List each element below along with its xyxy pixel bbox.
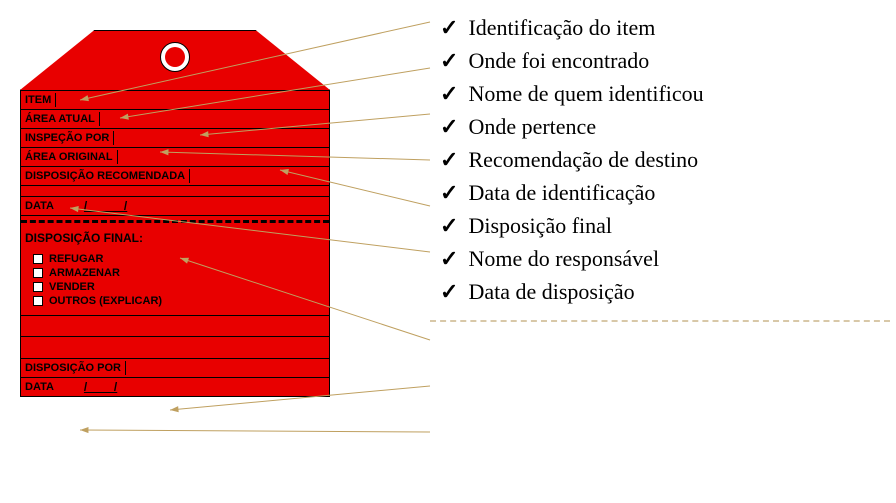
- check-icon: ✓: [440, 81, 458, 107]
- callout-onde-pertence: ✓ Onde pertence: [440, 114, 890, 140]
- callout-recomendacao-destino: ✓ Recomendação de destino: [440, 147, 890, 173]
- check-icon: ✓: [440, 15, 458, 41]
- label-area-original: ÁREA ORIGINAL: [25, 151, 113, 163]
- field-inspecao-por: INSPEÇÃO POR: [21, 129, 329, 148]
- label-data2: DATA: [25, 381, 54, 393]
- label-data: DATA: [25, 200, 54, 212]
- tag-tear-line: [21, 220, 329, 223]
- callout-data-disposicao: ✓ Data de disposição: [440, 279, 890, 305]
- option-refugar: REFUGAR: [33, 253, 325, 265]
- option-outros: OUTROS (EXPLICAR): [33, 295, 325, 307]
- label-disposicao-por: DISPOSIÇÃO POR: [25, 362, 121, 374]
- checkbox-list: REFUGAR ARMAZENAR VENDER OUTROS (EXPLICA…: [21, 249, 329, 315]
- checkbox-icon: [33, 254, 43, 264]
- checkbox-icon: [33, 268, 43, 278]
- field-area-original: ÁREA ORIGINAL: [21, 148, 329, 167]
- check-icon: ✓: [440, 48, 458, 74]
- tag-body: ITEM ÁREA ATUAL INSPEÇÃO POR ÁREA ORIGIN…: [20, 90, 330, 397]
- date-separator2: / /: [84, 380, 117, 394]
- option-vender: VENDER: [33, 281, 325, 293]
- check-icon: ✓: [440, 180, 458, 206]
- callout-identificacao-item: ✓ Identificação do item: [440, 15, 890, 41]
- date-separator: / /: [84, 199, 127, 213]
- check-icon: ✓: [440, 213, 458, 239]
- checkbox-icon: [33, 282, 43, 292]
- field-data2: DATA / /: [21, 378, 329, 396]
- field-disposicao-recomendada: DISPOSIÇÃO RECOMENDADA: [21, 167, 329, 186]
- field-item: ITEM: [21, 91, 329, 110]
- tag-blank-row: [21, 337, 329, 359]
- callout-disposicao-final: ✓ Disposição final: [440, 213, 890, 239]
- check-icon: ✓: [440, 279, 458, 305]
- check-icon: ✓: [440, 147, 458, 173]
- label-disposicao-final: DISPOSIÇÃO FINAL:: [21, 227, 329, 249]
- callout-nome-identificou: ✓ Nome de quem identificou: [440, 81, 890, 107]
- option-armazenar: ARMAZENAR: [33, 267, 325, 279]
- label-inspecao-por: INSPEÇÃO POR: [25, 132, 109, 144]
- callout-list: ✓ Identificação do item ✓ Onde foi encon…: [440, 8, 890, 312]
- tag-blank-row: [21, 315, 329, 337]
- checkbox-icon: [33, 296, 43, 306]
- field-disposicao-por: DISPOSIÇÃO POR: [21, 359, 329, 378]
- red-tag: ITEM ÁREA ATUAL INSPEÇÃO POR ÁREA ORIGIN…: [0, 0, 380, 503]
- check-icon: ✓: [440, 246, 458, 272]
- check-icon: ✓: [440, 114, 458, 140]
- callout-data-identificacao: ✓ Data de identificação: [440, 180, 890, 206]
- callout-onde-encontrado: ✓ Onde foi encontrado: [440, 48, 890, 74]
- label-item: ITEM: [25, 94, 51, 106]
- label-area-atual: ÁREA ATUAL: [25, 113, 95, 125]
- field-data: DATA / /: [21, 196, 329, 216]
- section-divider: [430, 320, 890, 322]
- field-area-atual: ÁREA ATUAL: [21, 110, 329, 129]
- callout-nome-responsavel: ✓ Nome do responsável: [440, 246, 890, 272]
- label-disposicao-recomendada: DISPOSIÇÃO RECOMENDADA: [25, 170, 185, 182]
